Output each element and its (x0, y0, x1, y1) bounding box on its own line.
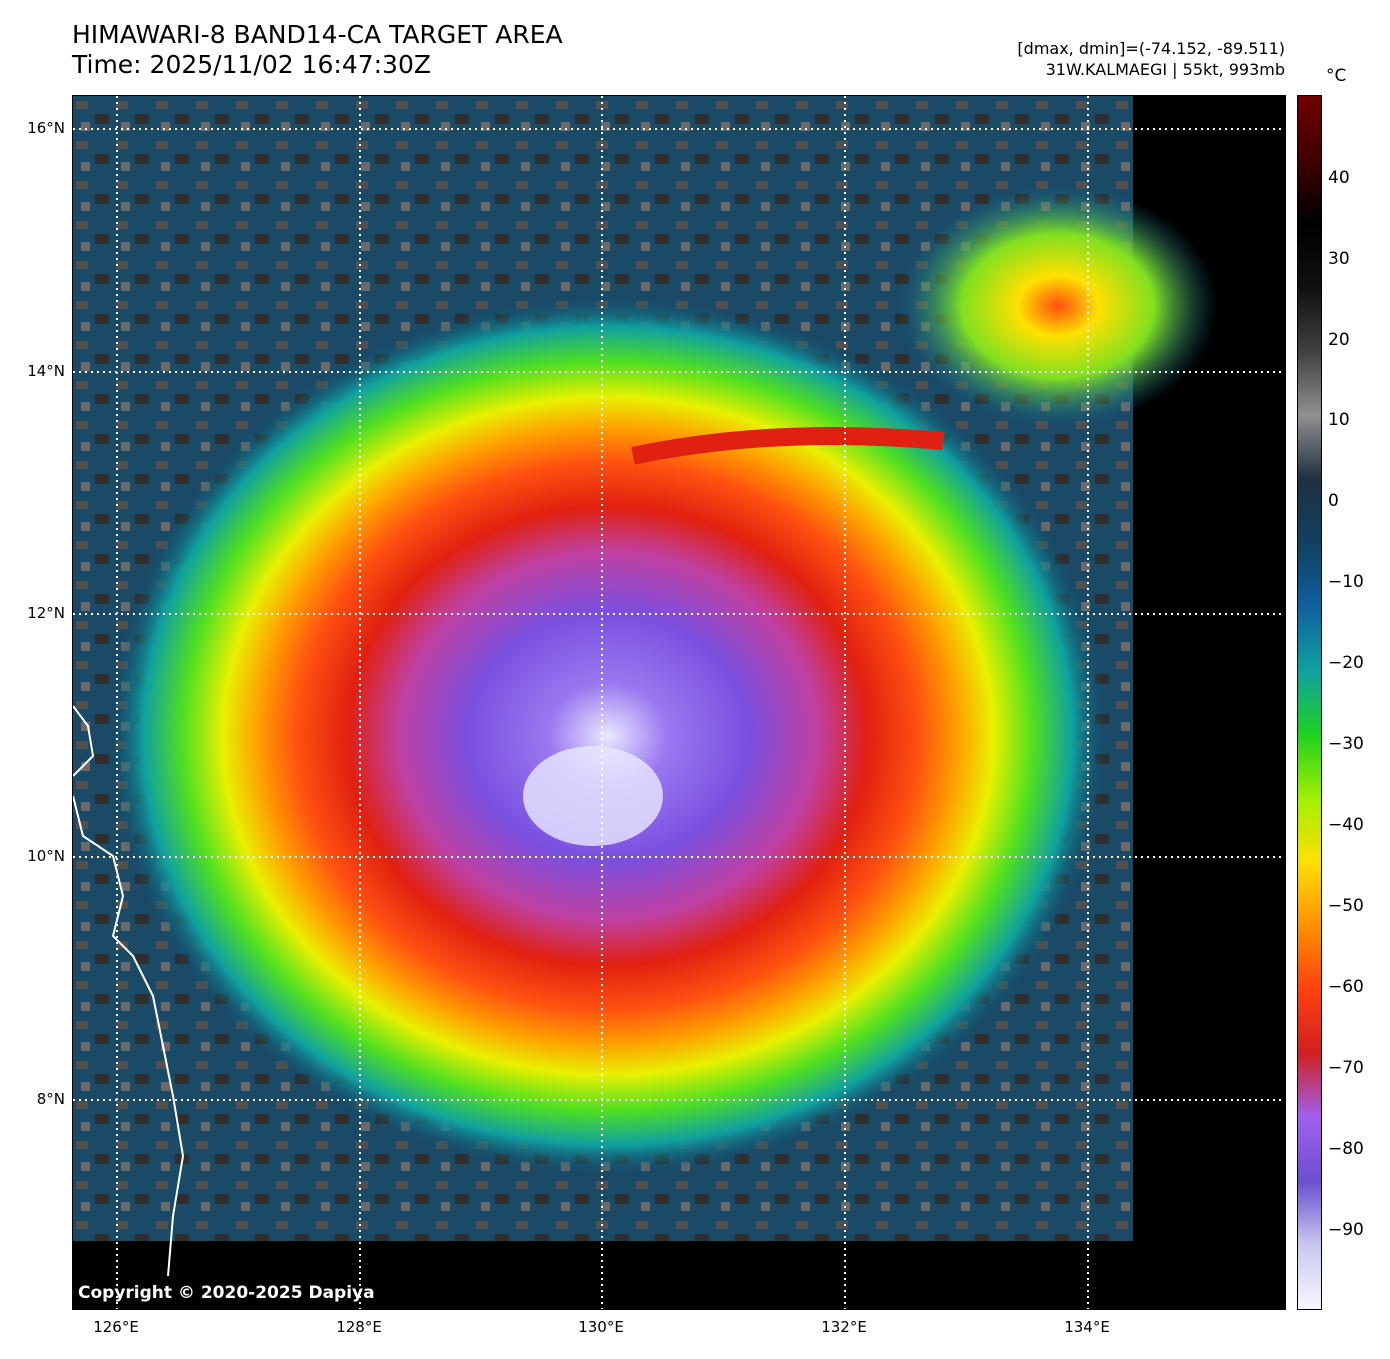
lat-label-16n: 16°N (27, 119, 65, 137)
graticule (73, 96, 1285, 1309)
colorbar-tick: 20 (1328, 330, 1350, 350)
colorbar-tick: 30 (1328, 249, 1350, 269)
dmax-dmin-readout: [dmax, dmin]=(-74.152, -89.511) (1017, 39, 1285, 58)
lat-label-12n: 12°N (27, 604, 65, 622)
colorbar-tick: −40 (1328, 815, 1364, 835)
colorbar-tick: −20 (1328, 653, 1364, 673)
convective-core (523, 746, 663, 846)
lon-label-130e: 130°E (578, 1318, 624, 1336)
colorbar-tick: −70 (1328, 1058, 1364, 1078)
colorbar-tick: −60 (1328, 977, 1364, 997)
lat-label-10n: 10°N (27, 847, 65, 865)
northeast-cloud-cluster (898, 186, 1218, 426)
colorbar-tick: 40 (1328, 168, 1350, 188)
coastline (73, 705, 185, 1277)
colorbar-tick: −30 (1328, 734, 1364, 754)
title-line-product: HIMAWARI-8 BAND14-CA TARGET AREA (72, 20, 563, 49)
typhoon-cloud-mass (108, 296, 1108, 1176)
copyright-notice: Copyright © 2020-2025 Dapiya (78, 1283, 375, 1303)
colorbar-tick: 0 (1328, 491, 1339, 511)
lon-label-128e: 128°E (336, 1318, 382, 1336)
colorbar-tick: −10 (1328, 572, 1364, 592)
lat-label-14n: 14°N (27, 362, 65, 380)
ir-imagery (73, 96, 1285, 1309)
storm-name-readout: 31W.KALMAEGI | 55kt, 993mb (1045, 60, 1285, 79)
title-line-time: Time: 2025/11/02 16:47:30Z (72, 50, 431, 79)
colorbar-tick: 10 (1328, 410, 1350, 430)
lon-label-132e: 132°E (821, 1318, 867, 1336)
satellite-map: Copyright © 2020-2025 Dapiya (72, 95, 1286, 1310)
storm-info: [dmax, dmin]=(-74.152, -89.511) 31W.KALM… (1017, 38, 1285, 80)
colorbar-tick: −80 (1328, 1139, 1364, 1159)
lon-label-126e: 126°E (93, 1318, 139, 1336)
colorbar (1297, 95, 1322, 1310)
outflow-band (631, 427, 944, 465)
map-title: HIMAWARI-8 BAND14-CA TARGET AREA Time: 2… (72, 20, 563, 80)
colorbar-tick: −90 (1328, 1220, 1364, 1240)
lat-label-8n: 8°N (36, 1090, 65, 1108)
colorbar-unit: °C (1326, 66, 1347, 86)
lon-label-134e: 134°E (1064, 1318, 1110, 1336)
colorbar-tick: −50 (1328, 896, 1364, 916)
